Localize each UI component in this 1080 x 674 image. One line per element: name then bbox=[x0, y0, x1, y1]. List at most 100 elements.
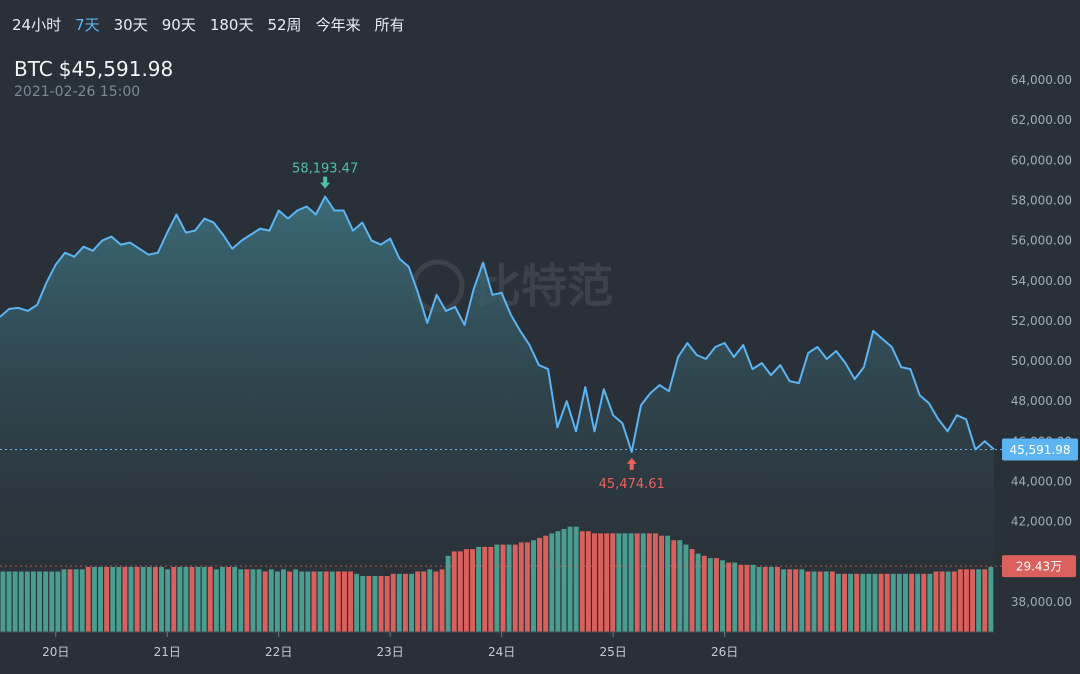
volume-bar bbox=[177, 567, 183, 632]
volume-bar bbox=[988, 567, 994, 632]
volume-bar bbox=[378, 576, 384, 632]
volume-bar bbox=[244, 569, 250, 632]
range-tabs: 24小时 7天 30天 90天 180天 52周 今年来 所有 bbox=[12, 12, 419, 36]
volume-bar bbox=[195, 567, 201, 632]
volume-bar bbox=[677, 540, 683, 632]
volume-bar bbox=[799, 569, 805, 632]
volume-bar bbox=[250, 569, 256, 632]
volume-bar bbox=[598, 533, 604, 632]
volume-bar bbox=[896, 573, 902, 632]
volume-bar bbox=[427, 569, 433, 632]
volume-bar bbox=[409, 573, 414, 632]
volume-bar bbox=[640, 533, 646, 632]
volume-bar bbox=[24, 571, 30, 632]
volume-bar bbox=[890, 573, 896, 632]
volume-bar bbox=[604, 533, 610, 632]
volume-bar bbox=[293, 569, 299, 632]
volume-bar bbox=[268, 569, 274, 632]
volume-bar bbox=[445, 555, 451, 632]
volume-bar bbox=[488, 546, 494, 632]
volume-bar bbox=[939, 571, 945, 632]
volume-bar bbox=[122, 567, 128, 632]
tab-all[interactable]: 所有 bbox=[374, 15, 405, 34]
extreme-markers: 58,193.47 45,474.61 bbox=[292, 162, 665, 492]
volume-bar bbox=[232, 567, 238, 632]
tab-7d[interactable]: 7天 bbox=[75, 15, 100, 34]
volume-bar bbox=[12, 571, 18, 632]
volume-bar bbox=[85, 567, 91, 632]
volume-bar bbox=[0, 571, 6, 632]
tab-180d[interactable]: 180天 bbox=[209, 15, 254, 34]
current-volume-tag-label: 29.43万 bbox=[1016, 560, 1062, 574]
volume-bar bbox=[49, 571, 55, 632]
tab-24h[interactable]: 24小时 bbox=[12, 15, 62, 34]
volume-bars bbox=[0, 526, 994, 632]
volume-bar bbox=[165, 569, 171, 632]
volume-bar bbox=[976, 569, 982, 632]
x-axis: 20日 21日 22日 23日 24日 25日 26日 bbox=[0, 631, 994, 659]
x-tick-label: 21日 bbox=[154, 645, 181, 659]
y-tick-label: 44,000.00 bbox=[1011, 474, 1072, 488]
volume-bar bbox=[884, 573, 890, 632]
current-price-tag-label: 45,591.98 bbox=[1009, 443, 1070, 457]
volume-bar bbox=[402, 573, 408, 632]
tab-52w[interactable]: 52周 bbox=[267, 15, 302, 34]
volume-bar bbox=[909, 573, 915, 632]
x-tick-label: 25日 bbox=[599, 645, 626, 659]
volume-bar bbox=[396, 573, 402, 632]
current-price-tag bbox=[1002, 438, 1078, 461]
volume-bar bbox=[683, 544, 689, 632]
volume-bar bbox=[213, 569, 219, 632]
volume-bar bbox=[653, 533, 658, 632]
volume-bar bbox=[262, 571, 268, 632]
volume-bar bbox=[762, 567, 768, 632]
volume-bar bbox=[585, 531, 591, 632]
volume-bar bbox=[299, 571, 305, 632]
volume-bar bbox=[415, 571, 421, 632]
volume-bar bbox=[226, 567, 232, 632]
volume-bar bbox=[628, 533, 634, 632]
tab-30d[interactable]: 30天 bbox=[113, 15, 148, 34]
volume-bar bbox=[848, 573, 854, 632]
volume-bar bbox=[726, 562, 732, 632]
volume-bar bbox=[811, 571, 817, 632]
volume-bar bbox=[476, 546, 482, 632]
volume-bar bbox=[470, 549, 475, 632]
volume-bar bbox=[951, 571, 957, 632]
price-line bbox=[0, 195, 995, 453]
volume-bar bbox=[91, 567, 97, 632]
volume-bar bbox=[146, 567, 152, 632]
volume-bar bbox=[311, 571, 317, 632]
volume-bar bbox=[549, 533, 555, 632]
volume-bar bbox=[55, 571, 61, 632]
volume-bar bbox=[915, 573, 921, 632]
volume-bar bbox=[451, 551, 457, 632]
volume-bar bbox=[342, 571, 347, 632]
volume-bar bbox=[945, 571, 951, 632]
volume-bar bbox=[171, 567, 177, 632]
y-tick-label: 50,000.00 bbox=[1011, 354, 1072, 368]
y-tick-label: 42,000.00 bbox=[1011, 515, 1072, 529]
volume-bar bbox=[61, 569, 67, 632]
volume-bar bbox=[957, 569, 963, 632]
volume-bar bbox=[555, 531, 561, 632]
volume-bar bbox=[646, 533, 652, 632]
x-tick-label: 24日 bbox=[488, 645, 515, 659]
symbol-label: BTC bbox=[14, 57, 53, 81]
tab-90d[interactable]: 90天 bbox=[161, 15, 196, 34]
tab-ytd[interactable]: 今年来 bbox=[315, 15, 361, 34]
volume-bar bbox=[903, 573, 908, 632]
volume-bar bbox=[494, 544, 500, 632]
volume-bar bbox=[774, 567, 780, 632]
volume-bar bbox=[616, 533, 622, 632]
volume-bar bbox=[567, 526, 573, 632]
volume-bar bbox=[713, 558, 719, 632]
volume-bar bbox=[744, 564, 750, 632]
volume-bar bbox=[866, 573, 872, 632]
volume-bar bbox=[543, 535, 549, 632]
volume-bar bbox=[665, 535, 671, 632]
volume-bar bbox=[518, 542, 524, 632]
y-tick-label: 54,000.00 bbox=[1011, 274, 1072, 288]
x-tick-label: 20日 bbox=[42, 645, 69, 659]
